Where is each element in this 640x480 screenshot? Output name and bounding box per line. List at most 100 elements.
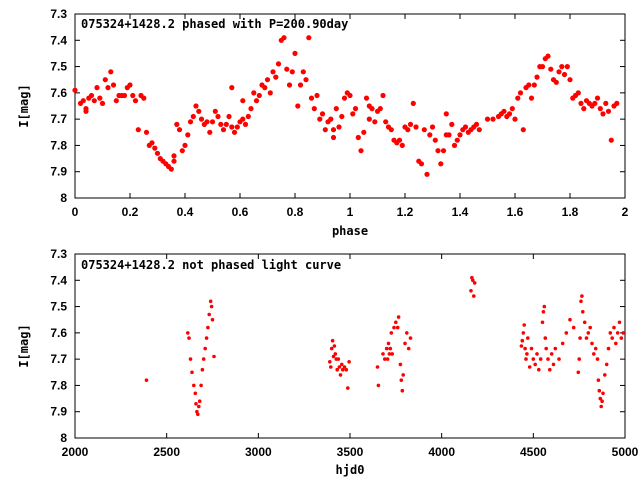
unphased-data-point: [187, 336, 191, 340]
unphased-data-point: [206, 325, 210, 330]
phased-data-point: [333, 106, 339, 112]
phased-data-point: [438, 161, 444, 167]
unphased-data-point: [376, 383, 381, 388]
unphased-data-point: [598, 396, 603, 401]
phased-data-point: [559, 64, 565, 70]
phased-data-point: [603, 100, 609, 106]
unphased-data-point: [398, 362, 403, 367]
phased-data-point: [407, 121, 414, 127]
phased-data-point: [410, 100, 416, 106]
phased-data-point: [314, 92, 320, 99]
phased-data-point: [317, 116, 323, 122]
phased-data-point: [80, 98, 86, 104]
unphased-data-point: [328, 360, 332, 364]
phased-data-point: [152, 145, 158, 151]
unphased-plot-frame: [74, 253, 626, 439]
phased-data-point: [341, 95, 348, 101]
phased-data-point: [330, 127, 337, 133]
phased-data-point: [575, 90, 581, 96]
phased-data-point: [209, 119, 216, 125]
unphased-data-point: [576, 370, 581, 375]
phased-data-point: [578, 100, 584, 106]
phased-y-tick-label: 7.6: [50, 86, 67, 100]
unphased-data-point: [577, 357, 581, 361]
phased-data-point: [198, 116, 205, 122]
phased-x-tick-label: 1.8: [562, 205, 579, 219]
unphased-data-point: [582, 320, 587, 325]
unphased-data-point: [340, 367, 345, 372]
phased-data-point: [567, 77, 573, 83]
phased-data-point: [355, 134, 361, 141]
phased-data-point: [548, 66, 554, 72]
phased-data-point: [405, 127, 411, 133]
unphased-data-point: [472, 281, 477, 285]
phased-data-point: [83, 106, 89, 112]
unphased-data-point: [190, 370, 194, 375]
phased-data-point: [388, 127, 394, 133]
phased-data-point: [372, 119, 378, 125]
unphased-data-point: [621, 331, 625, 335]
unphased-data-point: [197, 399, 202, 404]
unphased-data-point: [546, 357, 550, 361]
unphased-data-point: [581, 310, 585, 314]
phased-axis-ticks: 0 0.2 0.4 0.6 0.8 1 1.2 1.4 1.6 1.8 2 7.3 7.4 7.5 7.6 7…: [50, 7, 628, 219]
phased-data-point: [517, 90, 524, 96]
phased-data-point: [72, 87, 78, 93]
phased-data-point: [369, 106, 375, 112]
unphased-data-point: [408, 336, 413, 340]
unphased-data-point: [580, 294, 584, 298]
phased-data-point: [88, 92, 95, 99]
phased-data-point: [99, 100, 106, 106]
unphased-data-point: [603, 373, 607, 377]
unphased-data-point: [542, 304, 547, 309]
phased-data-point: [97, 95, 103, 101]
phased-data-point: [449, 121, 455, 127]
unphased-data-point: [584, 336, 589, 340]
phased-data-point: [110, 82, 117, 88]
phased-data-point: [182, 142, 188, 148]
phased-data-point: [130, 92, 136, 99]
unphased-data-point: [564, 331, 569, 335]
phased-data-point: [303, 77, 309, 83]
unphased-data-point: [543, 336, 548, 340]
unphased-data-point: [394, 320, 398, 325]
phased-data-point: [284, 66, 290, 72]
phased-data-point: [292, 50, 298, 57]
phased-data-point: [366, 116, 372, 122]
unphased-data-point: [192, 383, 196, 388]
phased-data-point: [132, 98, 139, 104]
phased-data-point: [275, 61, 282, 67]
unphased-data-point: [385, 357, 390, 361]
phased-data-point: [594, 95, 601, 101]
phased-data-point: [473, 121, 480, 127]
phased-data-point: [476, 127, 482, 133]
unphased-data-point: [329, 365, 333, 369]
phased-data-point: [295, 103, 301, 109]
phased-data-point: [361, 129, 367, 135]
unphased-data-point: [346, 386, 350, 390]
phased-data-point: [396, 137, 403, 143]
phased-data-point: [534, 74, 540, 80]
unphased-data-point: [540, 320, 545, 325]
unphased-data-point: [590, 341, 594, 346]
unphased-data-point: [333, 352, 338, 356]
phased-data-point: [377, 106, 383, 112]
phased-data-point: [435, 148, 441, 154]
unphased-data-point: [579, 299, 583, 304]
unphased-data-point: [194, 402, 198, 406]
phased-data-point: [446, 132, 452, 138]
unphased-data-point: [571, 325, 576, 330]
phased-data-point: [251, 90, 257, 96]
phased-data-point: [561, 71, 568, 78]
phased-data-point: [564, 64, 570, 70]
unphased-data-point: [144, 378, 149, 383]
unphased-data-point: [381, 352, 385, 356]
phased-data-point: [515, 95, 521, 101]
unphased-data-point: [197, 404, 201, 409]
unphased-data-point: [204, 336, 209, 340]
phased-data-point: [484, 116, 491, 122]
phased-data-point: [215, 113, 221, 120]
unphased-data-point: [212, 354, 216, 359]
phased-data-point: [297, 82, 304, 88]
